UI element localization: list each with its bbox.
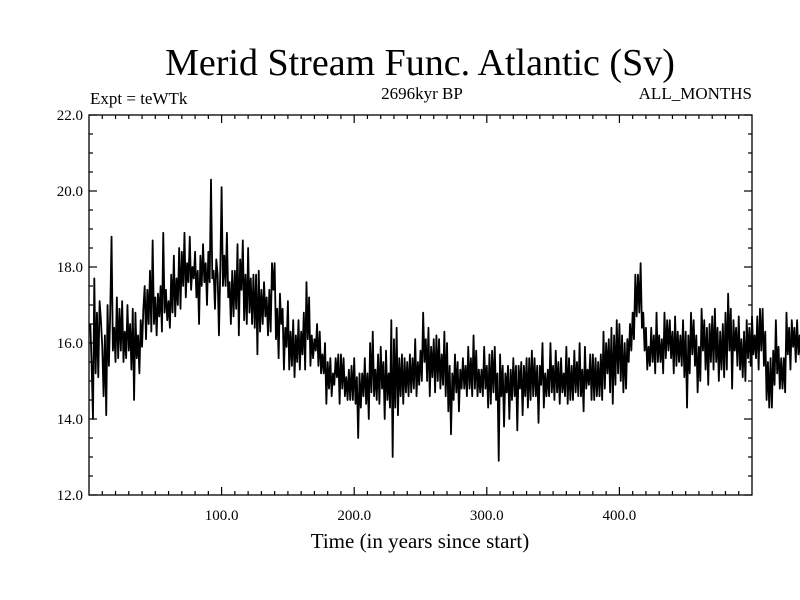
x-tick-label: 200.0: [337, 508, 371, 524]
x-axis-label: Time (in years since start): [311, 529, 530, 553]
y-tick-label: 20.0: [57, 184, 83, 200]
x-tick-label: 400.0: [603, 508, 637, 524]
y-tick-label: 16.0: [57, 336, 83, 352]
experiment-label: Expt = teWTk: [90, 89, 188, 108]
chart-title: Merid Stream Func. Atlantic (Sv): [165, 42, 675, 84]
period-label: 2696kyr BP: [381, 84, 463, 103]
plot-frame: [88, 114, 753, 496]
y-tick-label: 22.0: [57, 108, 83, 124]
axis-ticks: [89, 114, 752, 496]
y-tick-label: 12.0: [57, 488, 83, 504]
axis-tick-labels: 12.0 14.0 16.0 18.0 20.0 22.0 100.0 200.0 300.0 4…: [57, 108, 637, 524]
x-tick-label: 100.0: [205, 508, 239, 524]
y-tick-label: 14.0: [57, 412, 83, 428]
months-label: ALL_MONTHS: [639, 84, 752, 103]
series-line: [89, 178, 800, 462]
y-tick-label: 18.0: [57, 260, 83, 276]
plot-area: 12.0 14.0 16.0 18.0 20.0 22.0 100.0 200.0 300.0 4…: [57, 108, 800, 524]
x-tick-label: 300.0: [470, 508, 504, 524]
